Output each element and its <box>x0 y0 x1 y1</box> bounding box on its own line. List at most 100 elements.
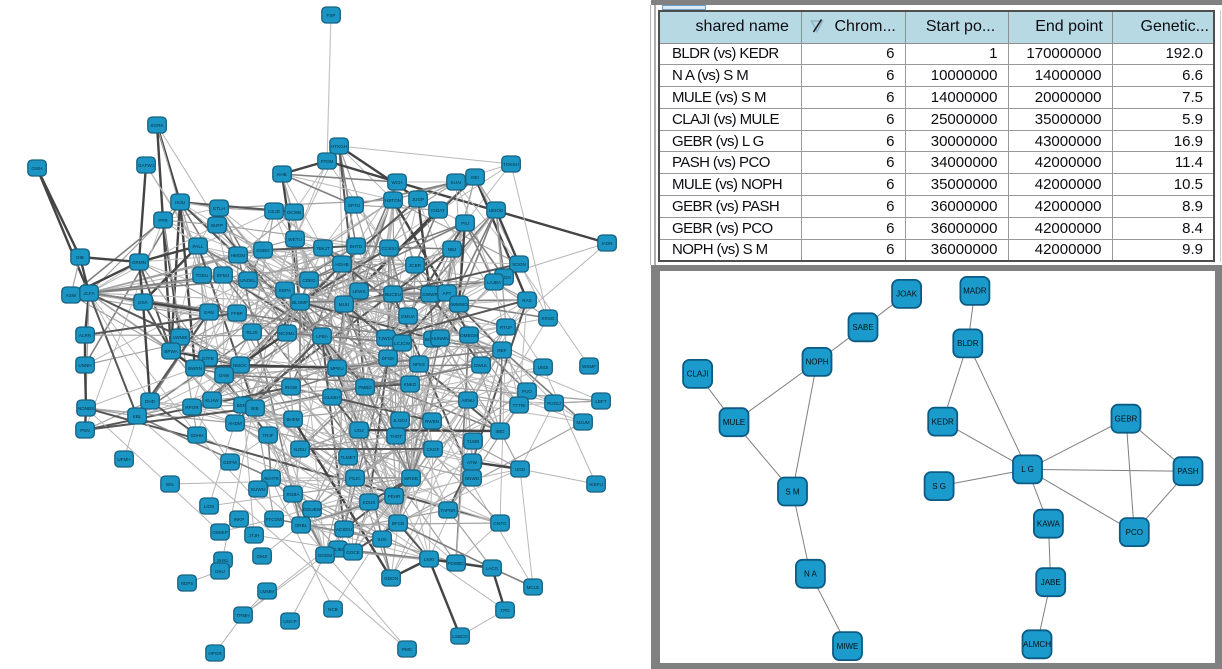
svg-text:JCFA: JCFA <box>83 291 95 296</box>
svg-text:BLDR: BLDR <box>957 339 979 348</box>
svg-text:PEHR: PEHR <box>388 494 401 499</box>
svg-text:EFMJ: EFMJ <box>217 273 229 278</box>
svg-text:HTKGH: HTKGH <box>331 144 347 149</box>
svg-text:HGHB: HGHB <box>335 262 348 267</box>
svg-text:GEBR: GEBR <box>1115 415 1138 424</box>
svg-text:IUSI: IUSI <box>378 537 387 542</box>
svg-text:NDPS: NDPS <box>181 581 194 586</box>
svg-text:UNNH: UNNH <box>78 363 91 368</box>
svg-text:RTUF: RTUF <box>500 325 512 330</box>
svg-text:RAS: RAS <box>522 298 531 303</box>
svg-text:BPWA: BPWA <box>164 349 178 354</box>
svg-text:ETLH: ETLH <box>213 206 225 211</box>
svg-text:PUOIJ: PUOIJ <box>547 401 561 406</box>
svg-text:LIOS: LIOS <box>204 504 214 509</box>
svg-text:FFBP: FFBP <box>231 311 243 316</box>
svg-text:NBJ: NBJ <box>448 247 457 252</box>
svg-text:UFMH: UFMH <box>117 457 130 462</box>
svg-text:THOT: THOT <box>390 434 403 439</box>
svg-text:FSP: FSP <box>327 13 336 18</box>
svg-text:ORBL: ORBL <box>295 523 308 528</box>
svg-text:LACG: LACG <box>486 566 499 571</box>
svg-text:ALRN: ALRN <box>79 333 91 338</box>
svg-text:GDON: GDON <box>384 576 398 581</box>
svg-text:DIB: DIB <box>76 255 84 260</box>
svg-text:JOAK: JOAK <box>896 290 918 299</box>
svg-text:ALMCH: ALMCH <box>1023 640 1051 649</box>
svg-text:GMUA: GMUA <box>401 314 416 319</box>
svg-text:ACSDU: ACSDU <box>336 527 352 532</box>
svg-text:CCSSJ: CCSSJ <box>381 246 396 251</box>
svg-text:UNOEL: UNOEL <box>240 278 256 283</box>
svg-text:WJFP: WJFP <box>211 223 224 228</box>
svg-text:LBFT: LBFT <box>595 399 606 404</box>
svg-text:PUO: PUO <box>522 389 532 394</box>
svg-text:GOCE: GOCE <box>346 550 360 555</box>
svg-text:GAFWJ: GAFWJ <box>138 163 154 168</box>
svg-text:DKU: DKU <box>215 569 225 574</box>
svg-text:CLAJI: CLAJI <box>687 370 709 379</box>
svg-text:DSA: DSA <box>138 300 148 305</box>
svg-text:MADR: MADR <box>963 287 987 296</box>
svg-text:WSMF: WSMF <box>582 364 596 369</box>
svg-text:MUU: MUU <box>339 302 349 307</box>
svg-text:HMGM: HMGM <box>231 253 246 258</box>
svg-text:UGCP: UGCP <box>283 619 296 624</box>
svg-text:TPD: TPD <box>500 608 510 613</box>
svg-text:KDUS: KDUS <box>363 500 376 505</box>
svg-text:RGBA: RGBA <box>286 492 300 497</box>
svg-text:N A: N A <box>804 570 818 579</box>
svg-text:IADN: IADN <box>602 241 613 246</box>
svg-text:JABE: JABE <box>1041 578 1061 587</box>
svg-text:ASW: ASW <box>66 293 77 298</box>
svg-text:JLGDJ: JLGDJ <box>393 418 407 423</box>
svg-text:CKGF: CKGF <box>427 447 440 452</box>
svg-text:NJDU: NJDU <box>294 447 306 452</box>
svg-text:CDEO: CDEO <box>302 278 316 283</box>
svg-text:IIBD: IIBD <box>496 429 506 434</box>
svg-text:RWBN: RWBN <box>425 419 439 424</box>
svg-text:BHEM: BHEM <box>286 417 299 422</box>
svg-text:LAJBA: LAJBA <box>487 280 502 285</box>
svg-text:ARNU: ARNU <box>461 398 474 403</box>
svg-text:TBKJT: TBKJT <box>316 246 330 251</box>
svg-text:NONBS: NONBS <box>78 406 94 411</box>
svg-text:BWRN: BWRN <box>188 366 202 371</box>
svg-text:TJWDA: TJWDA <box>378 336 395 341</box>
svg-text:EUWN: EUWN <box>251 487 265 492</box>
svg-text:TTTNI: TTTNI <box>512 403 525 408</box>
svg-text:OCWB: OCWB <box>287 210 301 215</box>
svg-text:ATW: ATW <box>467 460 478 465</box>
svg-text:BUCEU: BUCEU <box>385 292 401 297</box>
svg-text:NNWD: NNWD <box>465 476 480 481</box>
svg-text:NMOC: NMOC <box>233 363 248 368</box>
svg-text:LEWS: LEWS <box>352 289 365 294</box>
svg-text:BSNR: BSNR <box>237 403 250 408</box>
svg-text:HIJU: HIJU <box>175 200 185 205</box>
svg-text:CEJD: CEJD <box>268 209 281 214</box>
svg-text:WETU: WETU <box>288 237 302 242</box>
svg-text:KBL: KBL <box>133 414 142 419</box>
svg-text:PKN: PKN <box>80 428 89 433</box>
svg-text:MULE: MULE <box>723 418 745 427</box>
svg-text:INKP: INKP <box>234 517 245 522</box>
svg-text:OMBGM: OMBGM <box>460 333 478 338</box>
svg-text:GWWR: GWWR <box>422 292 438 297</box>
svg-text:FTCOW: FTCOW <box>266 517 284 522</box>
svg-text:KAWA: KAWA <box>1037 520 1061 529</box>
svg-text:LMMM: LMMM <box>260 589 274 594</box>
svg-text:WIL: WIL <box>166 482 175 487</box>
svg-text:JUGP: JUGP <box>412 197 424 202</box>
svg-text:LSBCD: LSBCD <box>452 634 468 639</box>
svg-text:IRGW: IRGW <box>285 385 298 390</box>
svg-text:GSBG: GSBG <box>256 248 270 253</box>
svg-text:TOKKH: TOKKH <box>503 162 519 167</box>
svg-text:MPEU: MPEU <box>330 366 343 371</box>
svg-text:HBTON: HBTON <box>385 198 401 203</box>
svg-text:PASH: PASH <box>1177 467 1198 476</box>
svg-text:NEI: NEI <box>471 175 479 180</box>
svg-text:IKEFU: IKEFU <box>589 482 603 487</box>
svg-text:PCO: PCO <box>1126 528 1143 537</box>
svg-text:LCJCW: LCJCW <box>394 341 410 346</box>
svg-text:PIU: PIU <box>461 221 469 226</box>
